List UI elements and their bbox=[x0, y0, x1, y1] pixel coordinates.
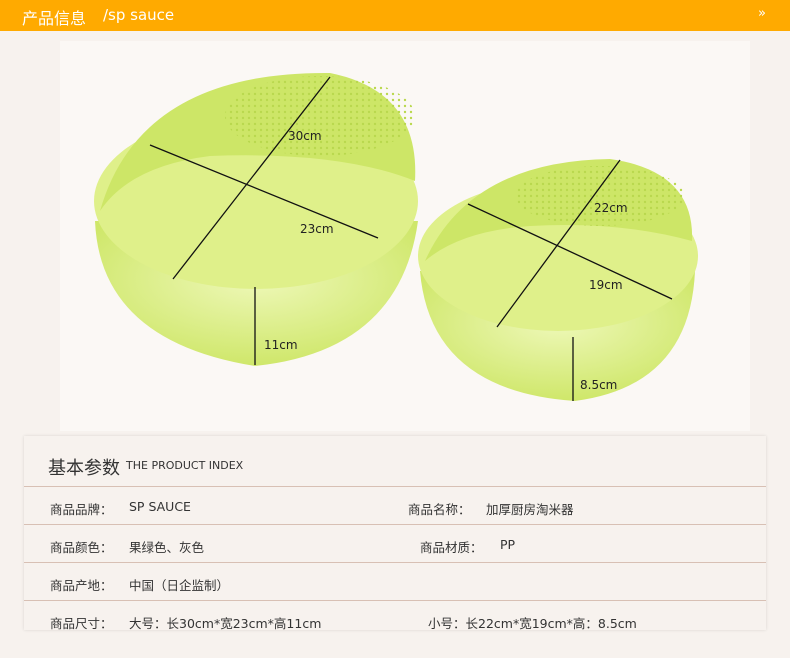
brand-key: 商品品牌： bbox=[50, 502, 113, 517]
small-width-label: 19cm bbox=[589, 278, 623, 292]
table-row: 商品颜色： 果绿色、灰色 商品材质： PP bbox=[24, 525, 766, 563]
origin-value: 中国（日企监制） bbox=[129, 578, 230, 593]
large-bowl: 30cm 23cm 11cm bbox=[94, 72, 418, 366]
name-key: 商品名称： bbox=[408, 502, 471, 517]
large-width-label: 23cm bbox=[300, 222, 334, 236]
large-length-label: 30cm bbox=[288, 129, 322, 143]
color-value: 果绿色、灰色 bbox=[129, 540, 205, 555]
size-key: 商品尺寸： bbox=[50, 616, 113, 631]
product-photo: 30cm 23cm 11cm 22cm 19cm 8.5cm bbox=[60, 41, 750, 431]
table-header: 基本参数 THE PRODUCT INDEX bbox=[24, 436, 766, 487]
table-row: 商品品牌： SP SAUCE 商品名称： 加厚厨房淘米器 bbox=[24, 487, 766, 525]
section-title: 产品信息 bbox=[22, 9, 87, 28]
name-value: 加厚厨房淘米器 bbox=[486, 502, 574, 517]
small-length-label: 22cm bbox=[594, 201, 628, 215]
table-row: 商品尺寸： 大号：长30cm*宽23cm*高11cm 小号：长22cm*宽19c… bbox=[24, 601, 766, 639]
product-index-table: 基本参数 THE PRODUCT INDEX 商品品牌： SP SAUCE 商品… bbox=[24, 436, 766, 631]
brand-value: SP SAUCE bbox=[129, 499, 191, 514]
table-row: 商品产地： 中国（日企监制） bbox=[24, 563, 766, 601]
origin-key: 商品产地： bbox=[50, 578, 113, 593]
table-title-en: THE PRODUCT INDEX bbox=[126, 459, 244, 472]
color-key: 商品颜色： bbox=[50, 540, 113, 555]
section-header: 产品信息 /sp sauce » bbox=[0, 0, 790, 31]
size-small-value: 小号：长22cm*宽19cm*高：8.5cm bbox=[428, 616, 637, 631]
table-title: 基本参数 bbox=[48, 458, 120, 479]
material-value: PP bbox=[500, 537, 516, 552]
material-key: 商品材质： bbox=[420, 540, 483, 555]
double-chevron-right-icon[interactable]: » bbox=[758, 6, 766, 21]
small-bowl: 22cm 19cm 8.5cm bbox=[418, 159, 698, 401]
size-large-value: 大号：长30cm*宽23cm*高11cm bbox=[129, 616, 322, 631]
large-height-label: 11cm bbox=[264, 338, 298, 352]
small-height-label: 8.5cm bbox=[580, 378, 617, 392]
section-subtitle: /sp sauce bbox=[103, 6, 175, 24]
